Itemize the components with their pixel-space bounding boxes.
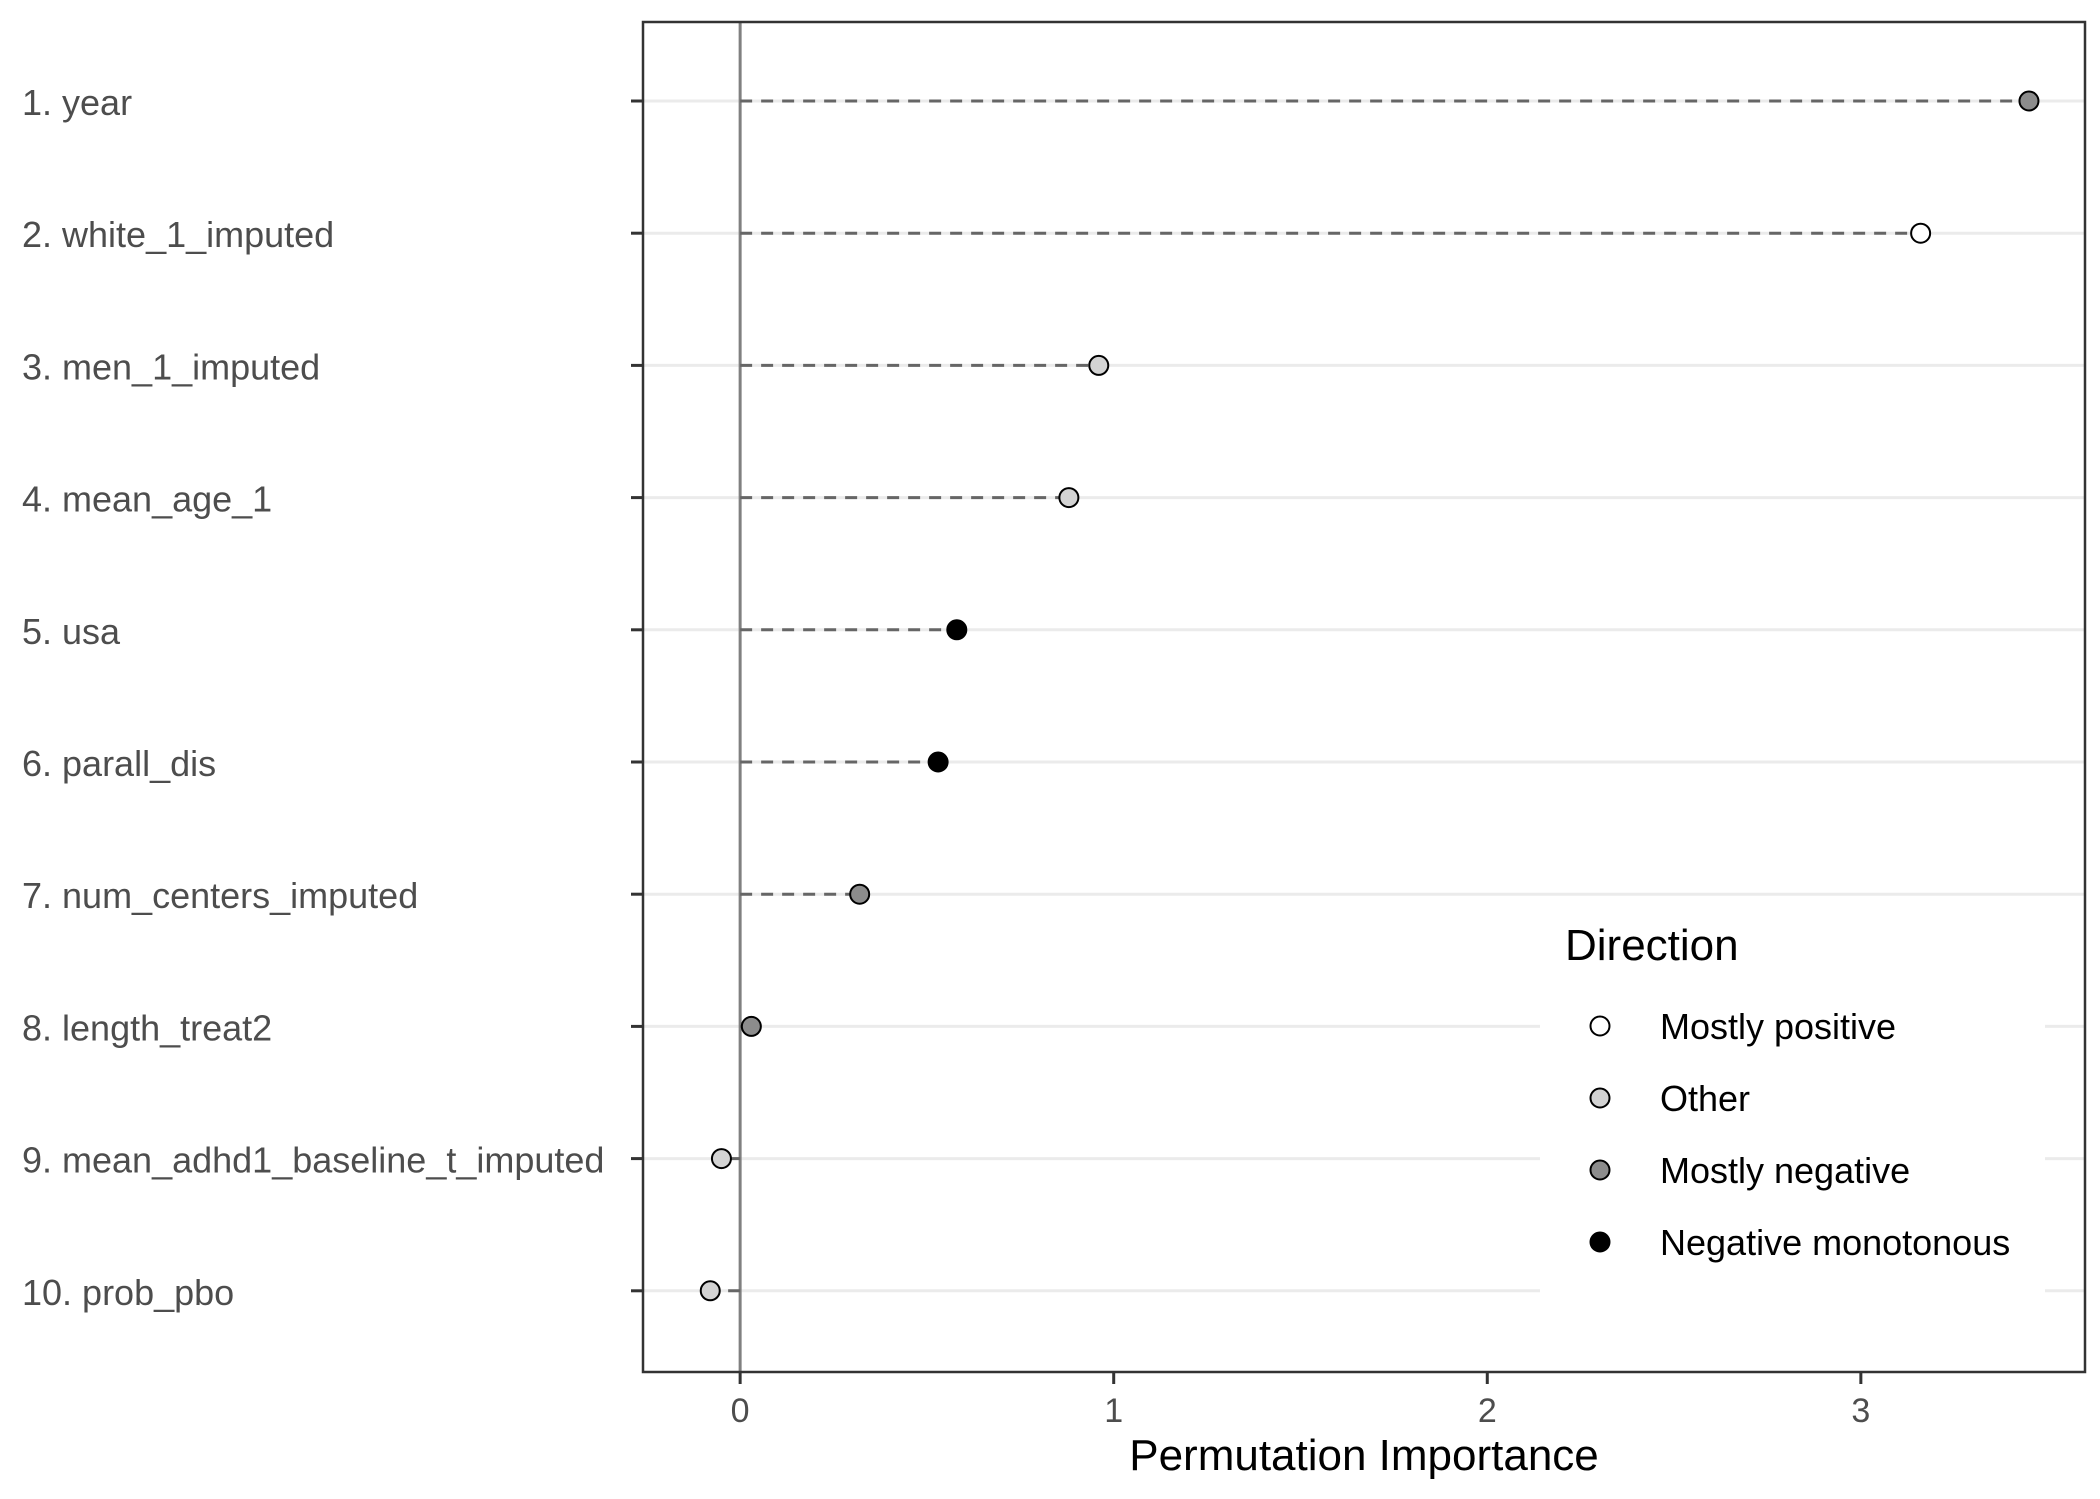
importance-point: [1058, 487, 1080, 509]
importance-point: [2018, 90, 2040, 112]
y-tick-label: 6. parall_dis: [22, 743, 216, 784]
point-layer: [699, 90, 2040, 1302]
legend-key: [1589, 1159, 1611, 1181]
legend-background: [1540, 900, 2045, 1295]
legend-key: [1589, 1087, 1611, 1109]
legend-label: Negative monotonous: [1660, 1222, 2010, 1263]
axis-layer: 1. year 2. white_1_imputed 3. men_1_impute…: [22, 82, 1870, 1430]
legend-title: Direction: [1565, 921, 1739, 970]
x-tick-label: 2: [1478, 1392, 1497, 1430]
importance-point: [927, 751, 949, 773]
y-tick-label: 1. year: [22, 82, 132, 123]
legend-label: Other: [1660, 1078, 1750, 1119]
x-axis-title: Permutation Importance: [1129, 1431, 1599, 1480]
importance-point: [1910, 222, 1932, 244]
plot-panel-border: [641, 20, 2087, 1374]
x-tick-label: 0: [731, 1392, 750, 1430]
importance-point: [710, 1148, 732, 1170]
x-tick-label: 1: [1104, 1392, 1123, 1430]
y-tick-label: 3. men_1_imputed: [22, 346, 320, 387]
importance-point: [946, 619, 968, 641]
legend-key: [1589, 1231, 1611, 1253]
y-tick-label: 5. usa: [22, 611, 121, 652]
importance-point: [740, 1015, 762, 1037]
y-tick-label: 10. prob_pbo: [22, 1272, 234, 1313]
y-tick-label: 7. num_centers_imputed: [22, 875, 418, 916]
importance-point: [1088, 354, 1110, 376]
y-tick-label: 4. mean_age_1: [22, 479, 272, 520]
y-tick-label: 8. length_treat2: [22, 1007, 272, 1048]
importance-point: [699, 1280, 721, 1302]
importance-point: [849, 883, 871, 905]
legend: Direction Mostly positive Other Mostly nega…: [1540, 900, 2045, 1295]
legend-label: Mostly positive: [1660, 1006, 1896, 1047]
legend-label: Mostly negative: [1660, 1150, 1910, 1191]
y-tick-label: 2. white_1_imputed: [22, 214, 334, 255]
legend-key: [1589, 1015, 1611, 1037]
segment-layer: [710, 99, 2029, 1293]
x-tick-label: 3: [1851, 1392, 1870, 1430]
y-tick-label: 9. mean_adhd1_baseline_t_imputed: [22, 1140, 604, 1181]
